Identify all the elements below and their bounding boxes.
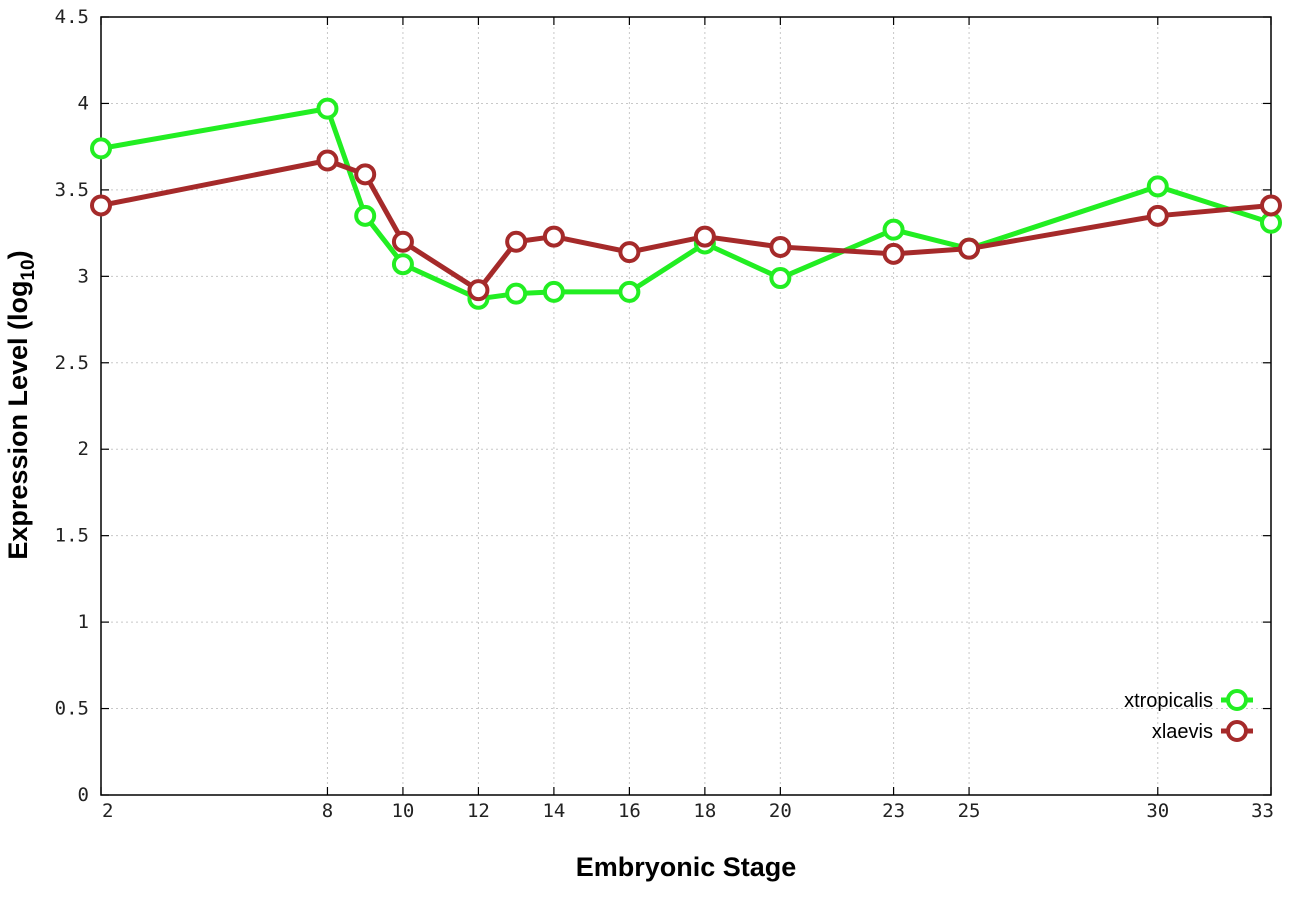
data-point-xlaevis (467, 279, 490, 302)
y-axis-title: Expression Level (log10) (3, 250, 39, 559)
x-tick-label: 14 (542, 800, 565, 822)
x-axis: 2 8 10 12 14 16 18 20 23 25 30 33 (100, 17, 1274, 822)
data-point-xtropicalis (90, 137, 112, 160)
x-tick-label: 33 (1251, 800, 1274, 822)
x-tick-label: 12 (467, 800, 490, 822)
data-point-xtropicalis (542, 280, 565, 303)
data-point-xlaevis (542, 225, 565, 248)
y-tick-label: 2.5 (55, 352, 89, 374)
legend-marker-xlaevis (1226, 720, 1248, 742)
data-point-xlaevis (90, 194, 112, 217)
data-point-xlaevis (693, 225, 716, 248)
grid-layer (101, 17, 1271, 795)
data-point-xtropicalis (354, 204, 377, 227)
y-axis-title-subscript: 10 (18, 259, 39, 280)
data-point-xlaevis (769, 235, 792, 258)
data-point-xlaevis (882, 242, 905, 265)
data-point-xlaevis (1146, 204, 1169, 227)
data-point-xtropicalis (391, 253, 414, 276)
legend-marker-xtropicalis (1226, 689, 1248, 711)
data-point-xlaevis (618, 241, 641, 264)
data-point-xlaevis (354, 163, 377, 186)
x-axis-title: Embryonic Stage (576, 852, 797, 882)
data-point-xtropicalis (505, 282, 528, 305)
data-point-xtropicalis (618, 280, 641, 303)
y-tick-label: 4 (78, 92, 89, 114)
data-point-xlaevis (316, 149, 339, 172)
data-point-xlaevis (391, 230, 414, 253)
y-tick-label: 2 (78, 438, 89, 460)
legend: xtropicalis xlaevis (1124, 689, 1253, 743)
y-axis: 0 0.5 1 1.5 2 2.5 3 3.5 4 4.5 (55, 6, 1271, 806)
plot-frame (100, 16, 1272, 796)
x-tick-label: 20 (769, 800, 792, 822)
data-point-xtropicalis (882, 218, 905, 241)
data-point-xlaevis (1260, 194, 1282, 217)
y-axis-title-main: Expression Level (log (3, 281, 33, 560)
y-tick-label: 0.5 (55, 698, 89, 720)
series-line-xtropicalis (100, 106, 1272, 302)
x-tick-label: 30 (1146, 800, 1169, 822)
series-layer (90, 97, 1282, 310)
data-point-xtropicalis (769, 267, 792, 290)
legend-label-xtropicalis: xtropicalis (1124, 690, 1213, 712)
data-point-xtropicalis (1146, 175, 1169, 198)
y-axis-title-close: ) (3, 250, 33, 259)
data-point-xlaevis (505, 230, 528, 253)
x-tick-label: 16 (618, 800, 641, 822)
data-point-xtropicalis (316, 97, 339, 120)
series-xlaevis (90, 149, 1282, 302)
y-tick-label: 0 (78, 784, 89, 806)
y-tick-label: 1.5 (55, 525, 89, 547)
x-tick-label: 25 (958, 800, 981, 822)
y-tick-label: 3 (78, 265, 89, 287)
x-tick-label: 18 (693, 800, 716, 822)
x-tick-label: 10 (391, 800, 414, 822)
x-tick-label: 8 (322, 800, 333, 822)
x-tick-label: 2 (102, 800, 113, 822)
legend-label-xlaevis: xlaevis (1152, 721, 1213, 743)
y-tick-label: 3.5 (55, 179, 89, 201)
series-line-xlaevis (100, 158, 1272, 293)
y-tick-label: 4.5 (55, 6, 89, 28)
x-tick-label: 23 (882, 800, 905, 822)
y-tick-label: 1 (78, 611, 89, 633)
data-point-xlaevis (958, 237, 981, 260)
